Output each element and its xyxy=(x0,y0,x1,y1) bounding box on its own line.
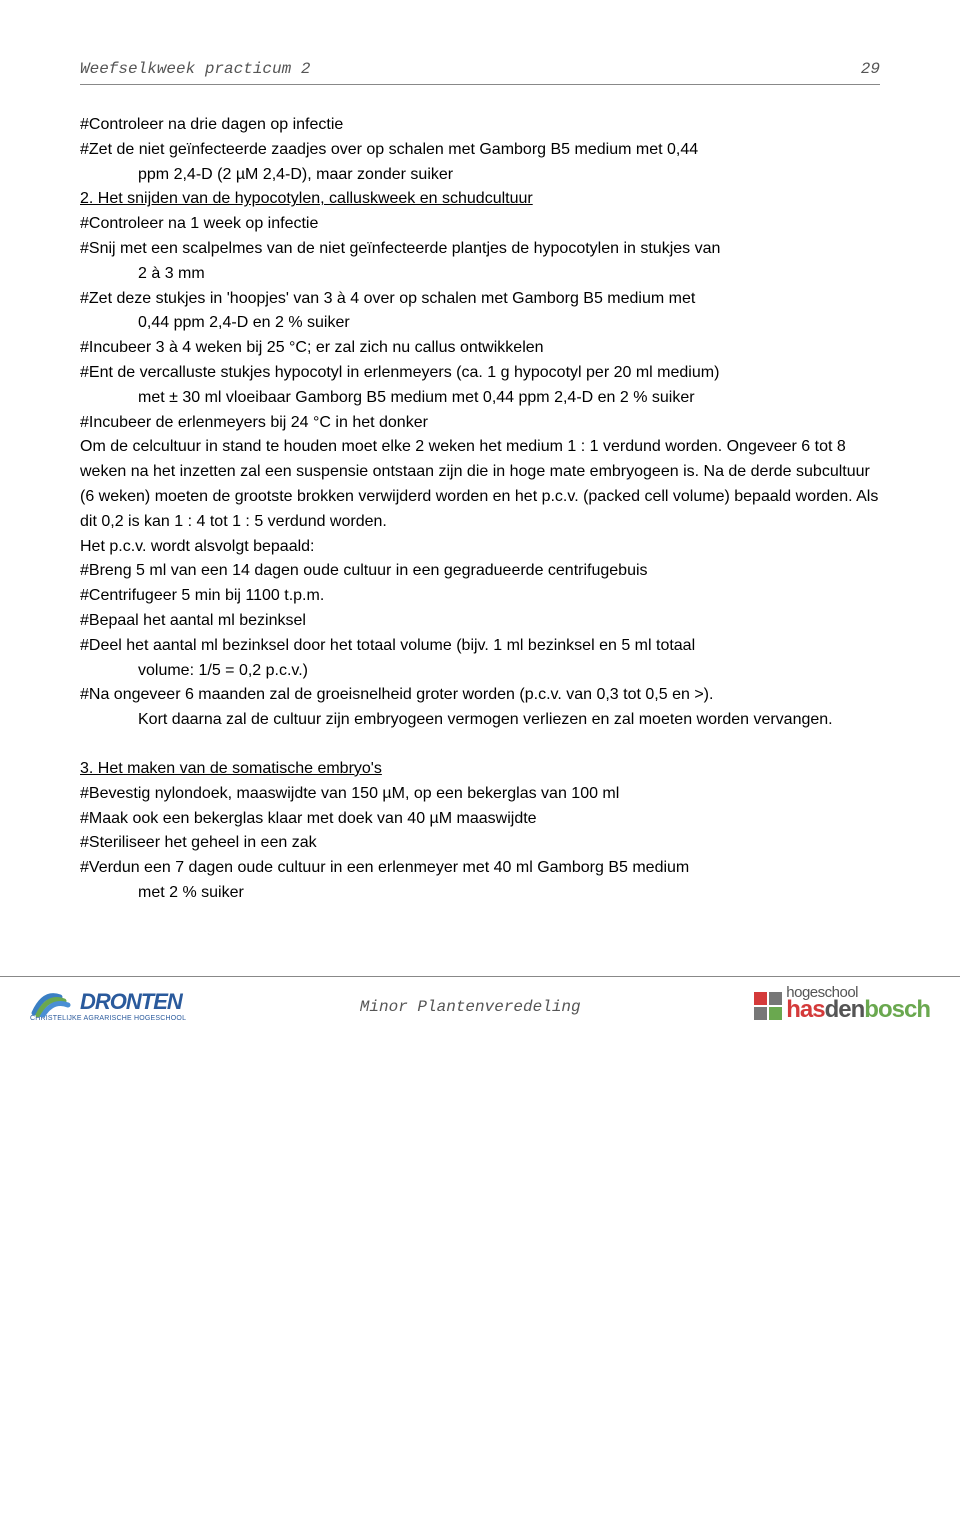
logo-right-bottom: hasdenbosch xyxy=(786,998,930,1022)
line: #Controleer na 1 week op infectie xyxy=(80,212,880,237)
line: #Controleer na drie dagen op infectie xyxy=(80,113,880,138)
paragraph: Om de celcultuur in stand te houden moet… xyxy=(80,435,880,534)
line-indent: met 2 % suiker xyxy=(80,881,880,906)
header-page-number: 29 xyxy=(861,60,880,78)
line: 2. Het snijden van de hypocotylen, callu… xyxy=(80,187,880,212)
line: #Maak ook een bekerglas klaar met doek v… xyxy=(80,807,880,832)
line-indent: ppm 2,4-D (2 µM 2,4-D), maar zonder suik… xyxy=(80,163,880,188)
footer-center-text: Minor Plantenveredeling xyxy=(360,998,581,1022)
running-header: Weefselkweek practicum 2 29 xyxy=(80,60,880,78)
logo-left-main: DRONTEN xyxy=(80,989,182,1015)
line: #Incubeer de erlenmeyers bij 24 °C in he… xyxy=(80,411,880,436)
line-indent: volume: 1/5 = 0,2 p.c.v.) xyxy=(80,659,880,684)
line: #Na ongeveer 6 maanden zal de groeisnelh… xyxy=(80,683,880,708)
hb-sq xyxy=(754,992,767,1005)
line-indent: met ± 30 ml vloeibaar Gamborg B5 medium … xyxy=(80,386,880,411)
line: 3. Het maken van de somatische embryo's xyxy=(80,757,880,782)
line-indent: 2 à 3 mm xyxy=(80,262,880,287)
line: #Zet deze stukjes in 'hoopjes' van 3 à 4… xyxy=(80,287,880,312)
line: Het p.c.v. wordt alsvolgt bepaald: xyxy=(80,535,880,560)
hb-sq xyxy=(754,1007,767,1020)
line: #Centrifugeer 5 min bij 1100 t.p.m. xyxy=(80,584,880,609)
section-title: 3. Het maken van de somatische embryo's xyxy=(80,760,382,777)
section-title: 2. Het snijden van de hypocotylen, callu… xyxy=(80,190,533,207)
line: #Snij met een scalpelmes van de niet geï… xyxy=(80,237,880,262)
document-body: #Controleer na drie dagen op infectie #Z… xyxy=(80,113,880,906)
logo-hasdenbosch: hogeschool hasdenbosch xyxy=(754,985,930,1022)
line: #Deel het aantal ml bezinksel door het t… xyxy=(80,634,880,659)
line: #Incubeer 3 à 4 weken bij 25 °C; er zal … xyxy=(80,336,880,361)
line: #Ent de vercalluste stukjes hypocotyl in… xyxy=(80,361,880,386)
line: #Bevestig nylondoek, maaswijdte van 150 … xyxy=(80,782,880,807)
line-indent: Kort daarna zal de cultuur zijn embryoge… xyxy=(80,708,880,733)
hb-squares-icon xyxy=(754,992,782,1020)
hb-sq xyxy=(769,992,782,1005)
line: #Breng 5 ml van een 14 dagen oude cultuu… xyxy=(80,559,880,584)
header-rule xyxy=(80,84,880,85)
cah-arc-icon xyxy=(30,987,76,1017)
hb-sq xyxy=(769,1007,782,1020)
line: #Bepaal het aantal ml bezinksel xyxy=(80,609,880,634)
header-title: Weefselkweek practicum 2 xyxy=(80,60,310,78)
line: #Verdun een 7 dagen oude cultuur in een … xyxy=(80,856,880,881)
line-indent: 0,44 ppm 2,4-D en 2 % suiker xyxy=(80,311,880,336)
line: #Steriliseer het geheel in een zak xyxy=(80,831,880,856)
logo-cah-dronten: DRONTEN CHRISTELIJKE AGRARISCHE HOGESCHO… xyxy=(30,987,186,1022)
footer: DRONTEN CHRISTELIJKE AGRARISCHE HOGESCHO… xyxy=(0,977,960,1032)
line: #Zet de niet geïnfecteerde zaadjes over … xyxy=(80,138,880,163)
